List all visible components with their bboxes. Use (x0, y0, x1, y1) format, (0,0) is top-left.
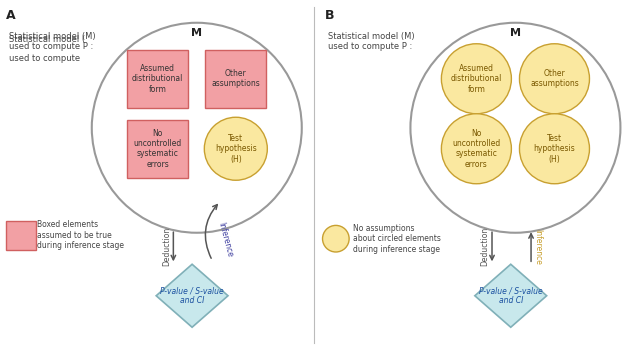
Polygon shape (475, 264, 546, 327)
FancyBboxPatch shape (6, 220, 36, 250)
Text: P-value / S-value
and CI: P-value / S-value and CI (479, 286, 543, 306)
Text: Statistical model (: Statistical model ( (9, 35, 85, 44)
Text: Test
hypothesis
(H): Test hypothesis (H) (534, 134, 575, 164)
Text: M: M (510, 28, 521, 38)
FancyBboxPatch shape (205, 50, 266, 108)
Text: M: M (191, 28, 203, 38)
Text: No assumptions
about circled elements
during inference stage: No assumptions about circled elements du… (353, 224, 441, 254)
Text: Other
assumptions: Other assumptions (211, 69, 260, 89)
Text: No
uncontrolled
systematic
errors: No uncontrolled systematic errors (134, 129, 182, 169)
Text: P-value / S-value
and CI: P-value / S-value and CI (160, 286, 224, 306)
FancyBboxPatch shape (127, 120, 188, 178)
Text: Assumed
distributional
form: Assumed distributional form (132, 64, 184, 94)
Text: Deduction: Deduction (481, 227, 490, 266)
Ellipse shape (519, 44, 589, 114)
Polygon shape (156, 264, 228, 327)
FancyArrowPatch shape (205, 205, 217, 258)
Ellipse shape (410, 23, 620, 233)
Text: A: A (6, 9, 16, 22)
Text: Test
hypothesis
(H): Test hypothesis (H) (215, 134, 257, 164)
Ellipse shape (442, 114, 511, 184)
Text: Inference: Inference (216, 221, 234, 258)
Text: Boxed elements
assumed to be true
during inference stage: Boxed elements assumed to be true during… (37, 220, 124, 250)
Text: Assumed
distributional
form: Assumed distributional form (451, 64, 502, 94)
Text: Statistical model (M)
used to compute P :: Statistical model (M) used to compute P … (9, 32, 96, 51)
Ellipse shape (322, 225, 349, 252)
Text: B: B (325, 9, 334, 22)
Text: Inference: Inference (533, 229, 543, 265)
Ellipse shape (442, 44, 511, 114)
Ellipse shape (91, 23, 302, 233)
Ellipse shape (519, 114, 589, 184)
Text: Statistical model (M)
used to compute P :: Statistical model (M) used to compute P … (328, 32, 415, 51)
FancyBboxPatch shape (127, 50, 188, 108)
Text: used to compute: used to compute (9, 54, 81, 63)
Text: Other
assumptions: Other assumptions (530, 69, 579, 89)
Text: No
uncontrolled
systematic
errors: No uncontrolled systematic errors (452, 129, 500, 169)
Text: Deduction: Deduction (162, 227, 171, 266)
Ellipse shape (204, 117, 268, 180)
